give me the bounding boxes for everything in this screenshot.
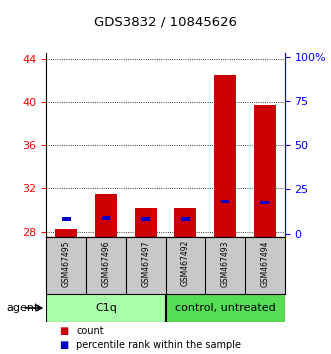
Bar <box>181 217 190 221</box>
Bar <box>221 200 229 203</box>
Bar <box>141 217 150 221</box>
Text: ■: ■ <box>60 340 69 350</box>
Text: percentile rank within the sample: percentile rank within the sample <box>76 340 241 350</box>
Bar <box>254 105 276 237</box>
Text: control, untreated: control, untreated <box>175 303 275 313</box>
Text: GSM467493: GSM467493 <box>220 240 230 286</box>
Text: agent: agent <box>7 303 39 313</box>
Text: GSM467494: GSM467494 <box>260 240 269 286</box>
Text: GSM467492: GSM467492 <box>181 240 190 286</box>
Text: count: count <box>76 326 104 336</box>
Bar <box>95 194 117 237</box>
Bar <box>55 229 77 237</box>
Text: ■: ■ <box>60 326 69 336</box>
Bar <box>174 208 196 237</box>
Bar <box>62 217 71 221</box>
Bar <box>166 294 285 322</box>
Bar <box>135 208 157 237</box>
Text: GSM467496: GSM467496 <box>101 240 111 286</box>
Bar <box>46 294 166 322</box>
Bar <box>102 216 110 219</box>
Text: GSM467495: GSM467495 <box>62 240 71 286</box>
Bar <box>214 75 236 237</box>
Bar <box>260 201 269 204</box>
Text: C1q: C1q <box>95 303 117 313</box>
Text: GSM467497: GSM467497 <box>141 240 150 286</box>
Text: GDS3832 / 10845626: GDS3832 / 10845626 <box>94 15 237 28</box>
